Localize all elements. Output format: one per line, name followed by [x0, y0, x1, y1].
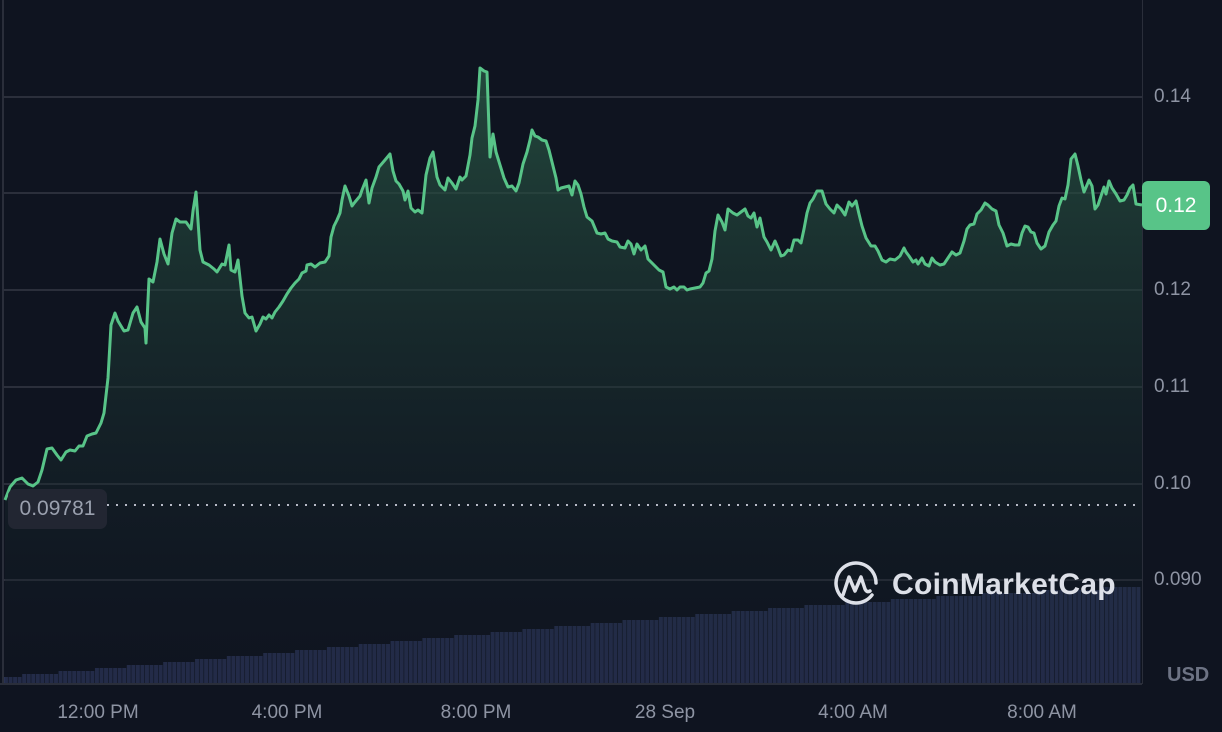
current-price-value: 0.12: [1155, 193, 1197, 217]
x-tick-label: 8:00 AM: [1007, 702, 1077, 723]
open-price-badge: 0.09781: [8, 489, 107, 529]
x-tick-label: 4:00 AM: [818, 702, 888, 723]
price-area-fill: [5, 68, 1142, 684]
x-tick-label: 28 Sep: [634, 702, 696, 723]
y-tick-label: 0.090: [1154, 569, 1202, 590]
coinmarketcap-watermark: CoinMarketCap: [832, 561, 1116, 609]
x-tick-label: 4:00 PM: [251, 702, 323, 723]
watermark-text: CoinMarketCap: [892, 568, 1116, 601]
coinmarketcap-logo-icon: [834, 561, 878, 605]
open-price-value: 0.09781: [19, 497, 96, 520]
currency-label: USD: [1167, 664, 1210, 686]
x-tick-label: 8:00 PM: [440, 702, 512, 723]
y-tick-label: 0.10: [1154, 473, 1191, 494]
y-tick-label: 0.14: [1154, 86, 1191, 107]
price-line: [3, 66, 1143, 501]
y-tick-label: 0.12: [1154, 279, 1191, 300]
x-tick-label: 12:00 PM: [57, 702, 139, 723]
current-price-badge: 0.12: [1142, 181, 1210, 230]
y-tick-label: 0.11: [1154, 376, 1190, 397]
